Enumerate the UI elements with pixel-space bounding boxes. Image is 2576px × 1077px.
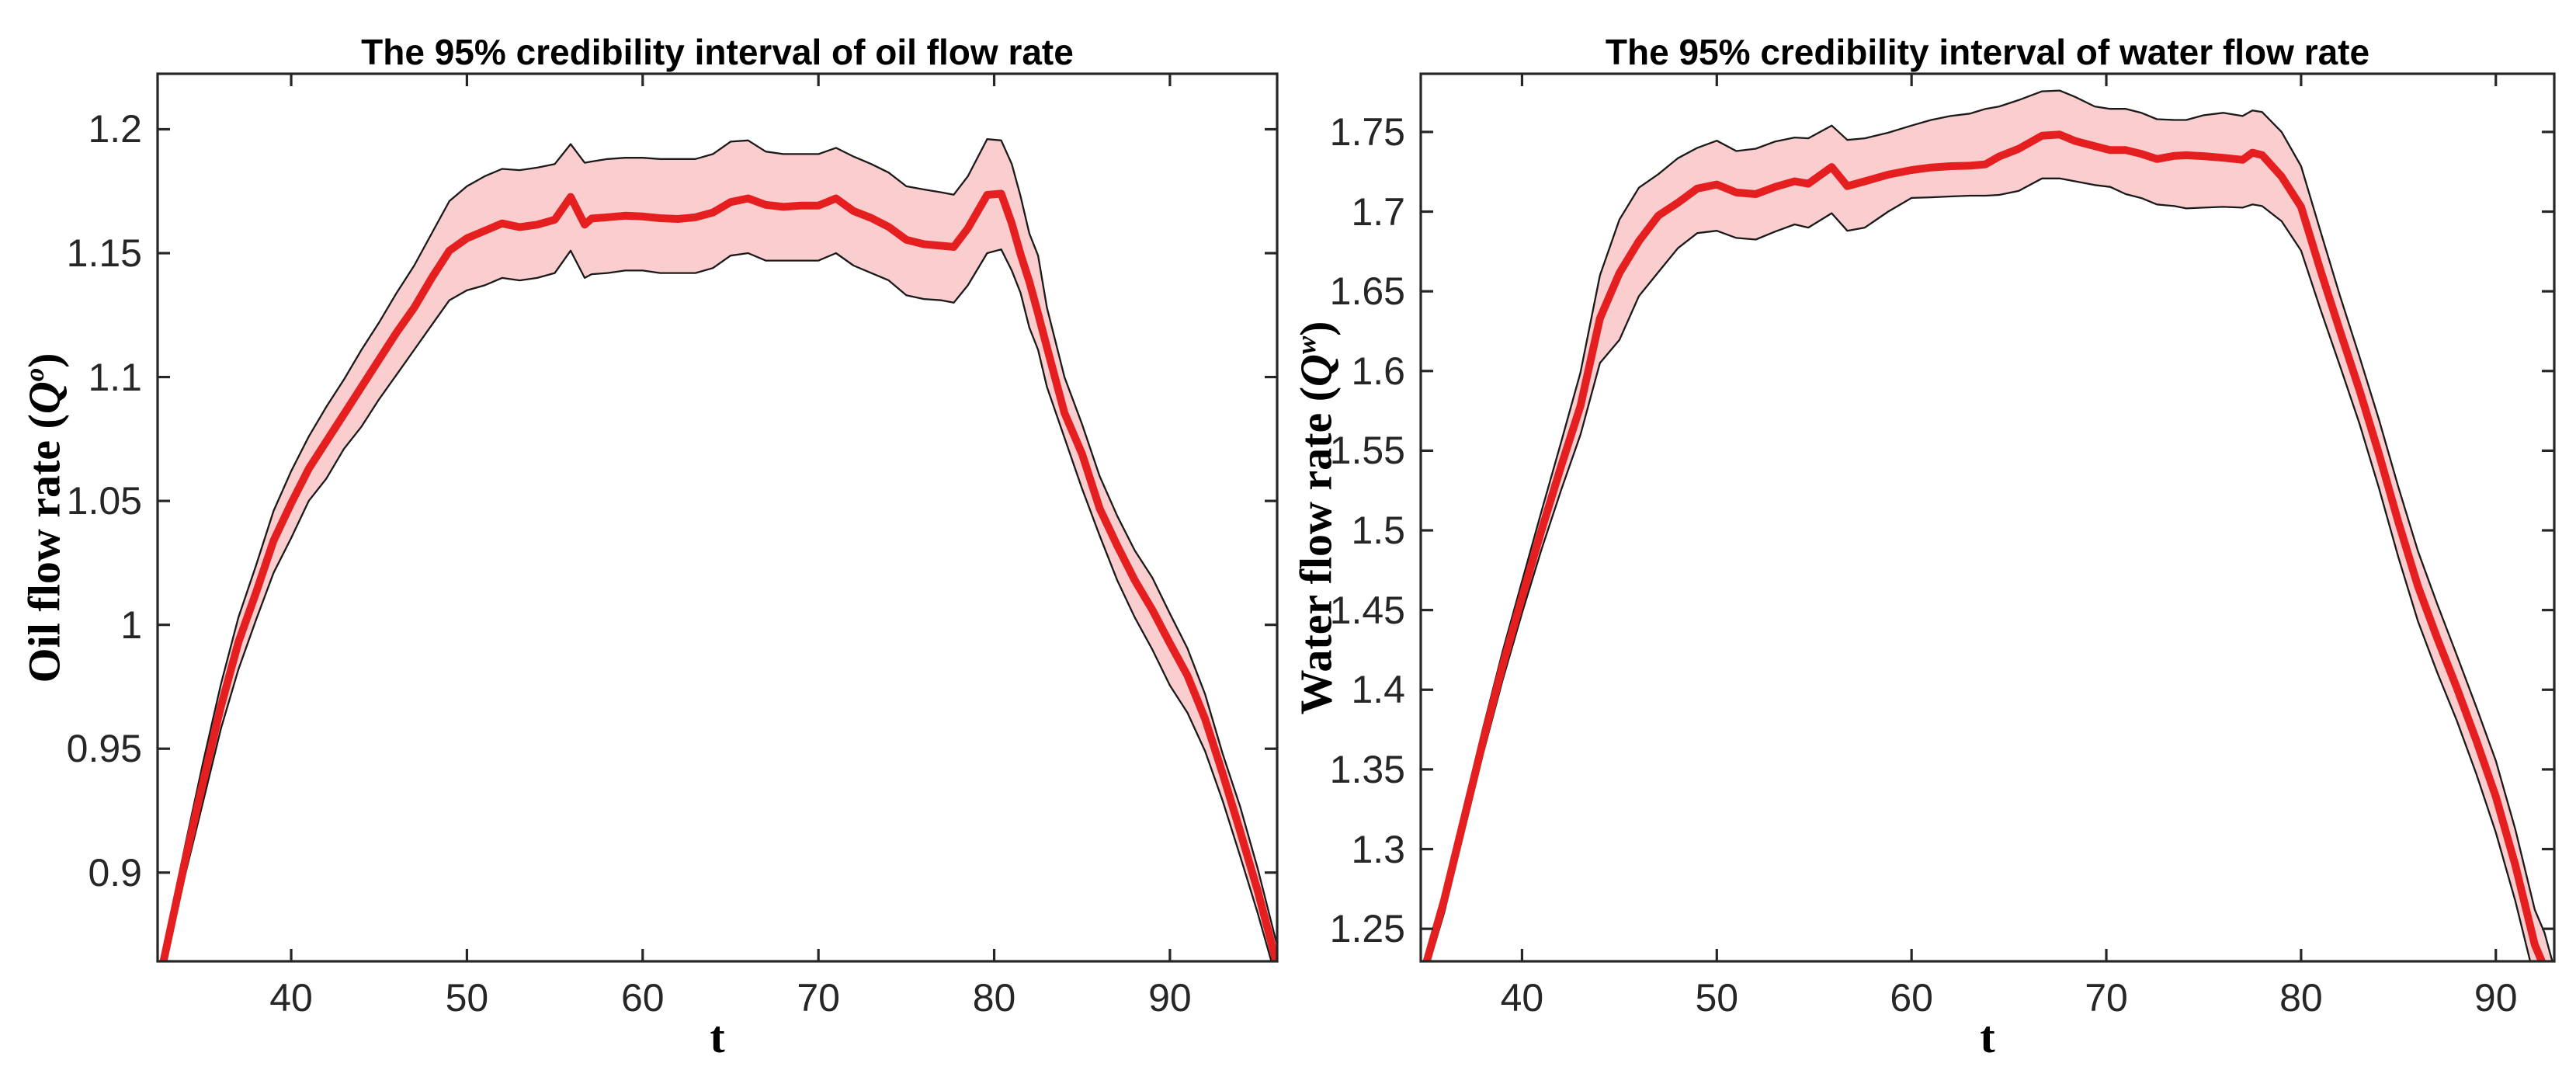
water-y-tick-label: 1.65 [1329,269,1405,314]
water-y-tick-label: 1.25 [1329,907,1405,951]
oil-y-tick-label: 1.05 [66,479,142,523]
oil-x-tick-label: 60 [620,976,665,1020]
oil-y-tick-label: 0.95 [66,727,142,771]
oil-x-tick-label: 50 [445,976,489,1020]
oil-tick-marks [158,74,1277,961]
water-y-tick-label: 1.55 [1329,429,1405,473]
oil-plot-frame [156,72,1279,963]
water-band-upper-edge [1423,89,2553,961]
oil-x-tick-label: 80 [972,976,1016,1020]
oil-series-group [159,138,1277,961]
water-x-tick-label: 40 [1500,976,1544,1020]
oil-y-tick-label: 1.2 [88,107,142,151]
oil-x-tick-label: 70 [797,976,840,1020]
oil-y-tick-label: 1 [120,603,142,647]
water-ylabel-superscript: w [1291,335,1322,354]
oil-band-upper-edge [160,138,1277,961]
oil-y-tick-label: 0.9 [88,850,142,895]
oil-credibility-band [161,139,1277,961]
water-chart-title: The 95% credibility interval of water fl… [1605,32,2370,72]
oil-y-axis-label: Oil flow rate (Qo) [19,353,70,683]
water-tick-marks [1421,74,2554,961]
water-y-tick-label: 1.3 [1351,827,1405,871]
oil-band-lower-edge [165,248,1272,961]
water-x-tick-label: 60 [1890,976,1933,1020]
water-y-tick-label: 1.5 [1351,509,1405,553]
oil-mean-line [159,189,1277,961]
water-y-tick-label: 1.6 [1351,349,1405,393]
water-y-tick-label: 1.35 [1329,747,1405,791]
water-y-axis-label: Water flow rate (Qw) [1290,321,1342,714]
water-y-tick-label: 1.7 [1351,189,1405,234]
water-plot-frame [1419,72,2556,963]
water-y-tick-label: 1.4 [1351,668,1405,712]
water-mean-line [1422,130,2546,961]
oil-x-tick-label: 90 [1148,976,1192,1020]
oil-ylabel-variable: Q [19,380,70,414]
oil-x-axis-label: t [710,1012,725,1062]
water-y-tick-label: 1.45 [1329,588,1405,632]
water-band-lower-edge [1429,177,2532,961]
oil-ylabel-superscript: o [19,367,50,381]
oil-y-tick-label: 1.1 [88,355,142,399]
oil-x-tick-label: 40 [269,976,313,1020]
water-ylabel-variable: Q [1290,353,1342,387]
water-x-tick-label: 50 [1695,976,1739,1020]
water-x-tick-label: 90 [2474,976,2518,1020]
water-credibility-band [1424,90,2553,961]
oil-y-tick-label: 1.15 [66,231,142,276]
water-y-tick-label: 1.75 [1329,109,1405,154]
oil-chart-title: The 95% credibility interval of oil flow… [361,32,1074,72]
water-series-group [1422,89,2553,961]
water-x-tick-label: 80 [2279,976,2323,1020]
water-x-tick-label: 70 [2085,976,2128,1020]
water-x-axis-label: t [1980,1012,1995,1062]
